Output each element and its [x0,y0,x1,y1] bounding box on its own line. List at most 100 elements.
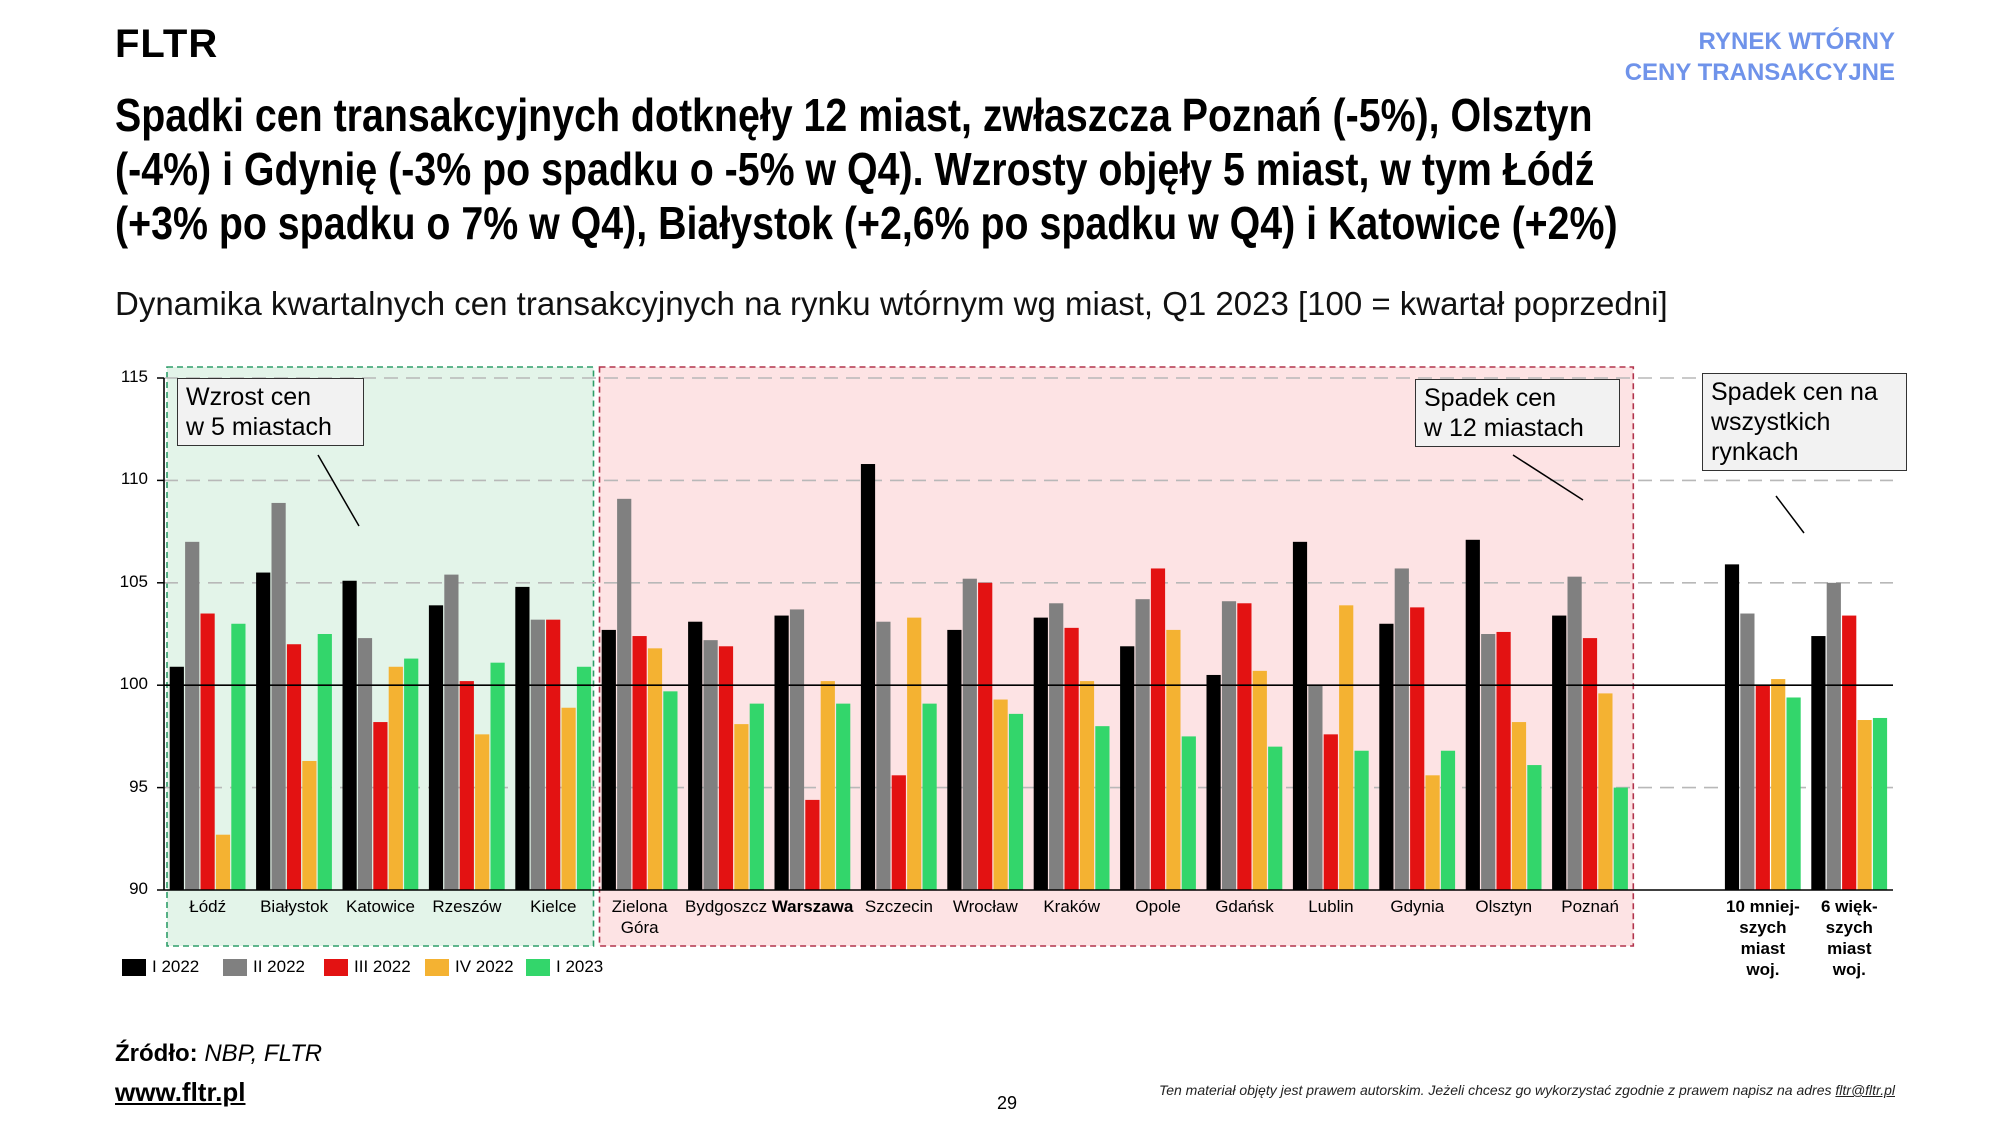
bar-iii-2022 [1496,631,1511,890]
legend-item: IV 2022 [425,957,514,977]
section-line-1: RYNEK WTÓRNY [1698,28,1895,55]
bar-iii-2022 [978,582,993,890]
bar-i-2022 [1120,646,1135,890]
copyright-note: Ten materiał objęty jest prawem autorski… [1159,1082,1895,1098]
website-link[interactable]: www.fltr.pl [115,1077,246,1107]
bar-ii-2022 [617,498,632,890]
x-category-label: Bydgoszcz [684,897,768,916]
annotation-increase: Wzrost cen w 5 miastach [177,378,364,446]
bar-ii-2022 [357,638,373,890]
bar-iii-2022 [718,646,734,890]
bar-iv-2022 [475,734,490,890]
bar-iii-2022 [1150,568,1166,890]
bar-i-2023 [663,691,678,890]
legend-label: II 2022 [253,957,305,976]
x-category-label: Olsztyn [1475,897,1533,916]
legend-swatch [223,958,247,976]
bar-iii-2022 [632,636,647,890]
bar-iii-2022 [546,619,561,890]
source-label: Źródło: [115,1040,198,1067]
x-category-label: Gdańsk [1215,897,1274,916]
bar-i-2022 [256,572,271,890]
bar-i-2023 [317,634,332,890]
bar-i-2022 [1292,541,1308,890]
bar-ii-2022 [1308,685,1323,890]
bar-iv-2022 [1252,670,1267,890]
x-category-label: Rzeszów [432,897,502,916]
bar-iii-2022 [373,722,388,890]
legend-item: I 2023 [526,957,603,977]
callout-line-all [1775,495,1805,534]
axes [163,378,1893,891]
bar-i-2022 [1552,615,1567,890]
bar-i-2022 [1206,674,1221,890]
bar-iv-2022 [1771,679,1786,890]
bar-i-2022 [1379,623,1394,890]
bar-iii-2022 [1842,615,1857,890]
bar-i-2022 [1033,617,1048,890]
x-category-label: Poznań [1561,897,1619,916]
bar-ii-2022 [1567,576,1582,890]
callout-line-decrease [1512,454,1584,501]
x-category-label: Gdynia [1390,897,1445,916]
x-category-label: Kraków [1043,897,1101,916]
legend-label: I 2022 [152,957,200,976]
x-category-label: Łódź [189,897,227,916]
bar-iv-2022 [647,648,663,890]
bar-i-2023 [490,662,505,890]
bar-iv-2022 [302,760,317,890]
legend-item: II 2022 [223,957,305,977]
bar-iv-2022 [1079,681,1095,890]
bar-i-2023 [1008,713,1024,890]
copyright-text: Ten materiał objęty jest prawem autorski… [1158,1082,1836,1098]
bar-iii-2022 [1237,603,1252,890]
bar-iv-2022 [561,707,576,890]
bar-iv-2022 [1598,693,1613,890]
bar-i-2023 [231,623,246,890]
bar-iii-2022 [891,775,906,890]
page-title: Spadki cen transakcyjnych dotknęły 12 mi… [115,88,1859,250]
bar-ii-2022 [530,619,545,890]
bar-i-2023 [1354,750,1369,890]
bar-i-2022 [601,629,616,890]
source-note: Źródło: NBP, FLTR [115,1040,322,1068]
x-category-label: Kielce [530,897,577,916]
x-category-label: Warszawa [771,897,854,916]
x-category-label: Katowice [346,897,415,916]
title-line-3: (+3% po spadku o 7% w Q4), Białystok (+2… [115,197,1618,249]
legend-item: I 2022 [122,957,199,977]
bar-iv-2022 [1339,605,1354,890]
bar-i-2023 [1181,736,1196,890]
bar-iv-2022 [1511,722,1527,890]
x-category-label: Opole [1135,897,1181,916]
x-category-label: Zielona Góra [611,897,668,937]
chart-subtitle: Dynamika kwartalnych cen transakcyjnych … [115,285,1668,322]
bar-iv-2022 [907,617,922,890]
bar-i-2022 [428,605,444,890]
bar-i-2022 [1811,636,1826,890]
legend-swatch [425,958,449,976]
bar-i-2023 [1527,765,1542,890]
bar-i-2023 [1786,697,1801,890]
x-category-label: Wrocław [952,897,1018,916]
bar-iv-2022 [1166,629,1181,890]
bar-ii-2022 [1481,634,1496,890]
legend-swatch [122,958,146,976]
bar-i-2022 [774,615,789,890]
bar-i-2022 [1724,564,1740,890]
x-category-label: 10 mniej- szych miast woj. [1726,897,1800,979]
bar-i-2023 [576,666,592,890]
bar-ii-2022 [789,609,805,890]
y-tick-label: 90 [129,879,148,898]
bar-ii-2022 [1826,582,1841,890]
email-link[interactable]: fltr@fltr.pl [1835,1082,1895,1098]
legend-item: III 2022 [324,957,411,977]
bar-i-2023 [1872,717,1888,890]
bar-iii-2022 [1755,685,1770,890]
bar-i-2022 [688,621,703,890]
bar-iii-2022 [286,644,302,890]
bar-ii-2022 [1135,599,1150,890]
bar-i-2023 [1268,746,1283,890]
bar-i-2022 [860,464,876,890]
